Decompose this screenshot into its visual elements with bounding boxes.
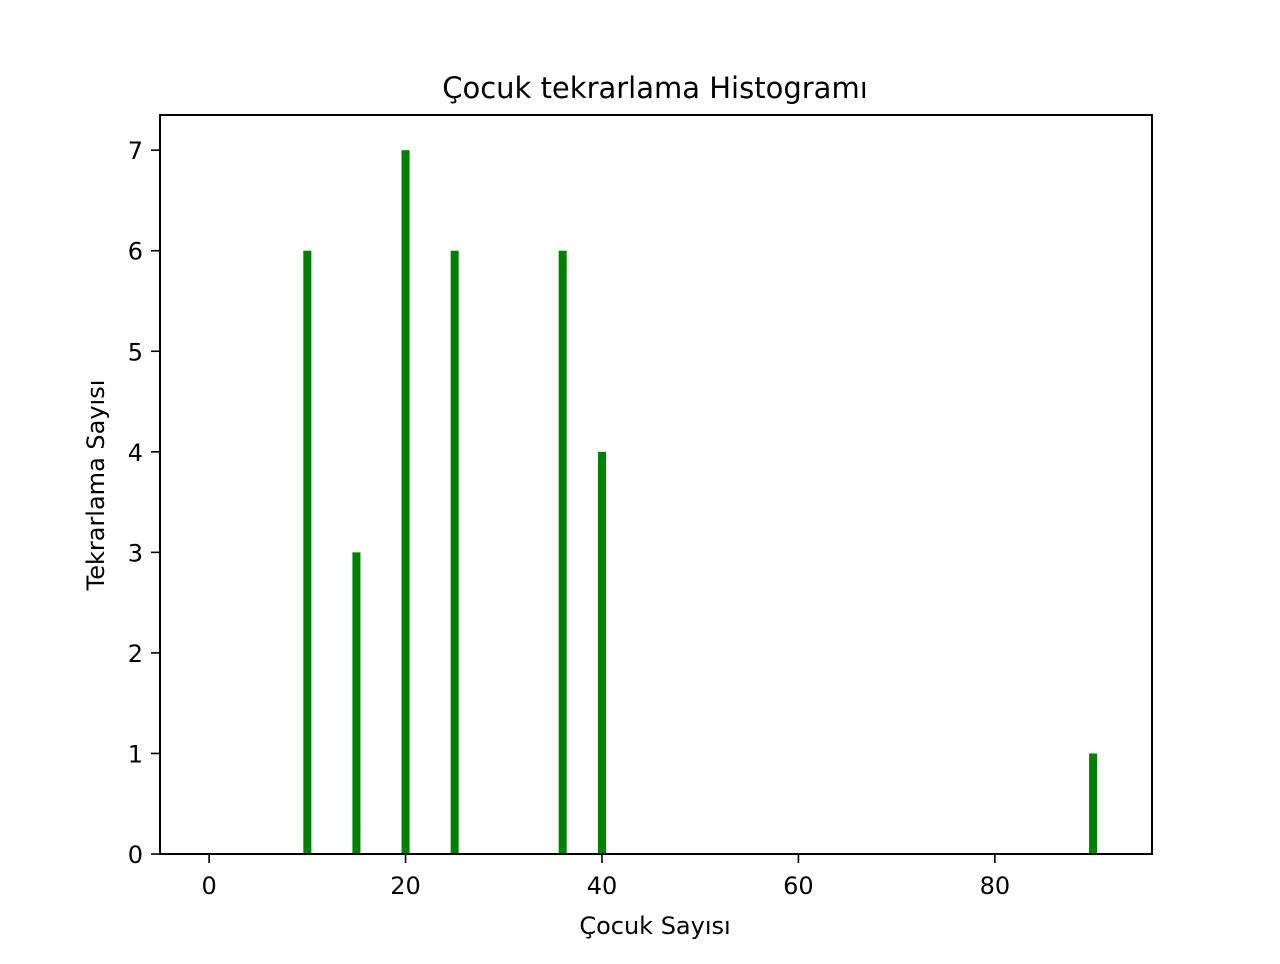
y-tick-label-2: 2	[128, 640, 143, 668]
y-axis-label: Tekrarlama Sayısı	[82, 380, 110, 592]
x-tick-label-4: 80	[980, 872, 1011, 900]
y-tick-label-5: 5	[128, 338, 143, 366]
histogram-bar-1	[352, 552, 361, 854]
histogram-bar-3	[450, 250, 459, 855]
x-tick-label-3: 60	[783, 872, 814, 900]
histogram-bar-4	[558, 250, 567, 855]
plot-frame	[159, 114, 1153, 855]
y-axis-ticks: 0 1 2 3 4 5 6 7	[128, 137, 160, 869]
histogram-bar-0	[303, 250, 312, 855]
x-axis-ticks: 0 20 40 60 80	[201, 854, 1010, 900]
x-axis-label: Çocuk Sayısı	[579, 912, 730, 940]
bars-layer	[303, 150, 1098, 855]
histogram-bar-5	[597, 451, 606, 854]
y-tick-label-1: 1	[128, 740, 143, 768]
x-tick-label-1: 20	[390, 872, 421, 900]
y-tick-label-4: 4	[128, 439, 143, 467]
y-tick-label-7: 7	[128, 137, 143, 165]
y-tick-label-6: 6	[128, 238, 143, 266]
y-tick-label-3: 3	[128, 539, 143, 567]
chart-title: Çocuk tekrarlama Histogramı	[442, 71, 868, 105]
x-tick-label-0: 0	[201, 872, 216, 900]
y-tick-label-0: 0	[128, 841, 143, 869]
histogram-bar-2	[401, 150, 410, 854]
x-tick-label-2: 40	[587, 872, 618, 900]
histogram-bar-6	[1089, 753, 1098, 854]
